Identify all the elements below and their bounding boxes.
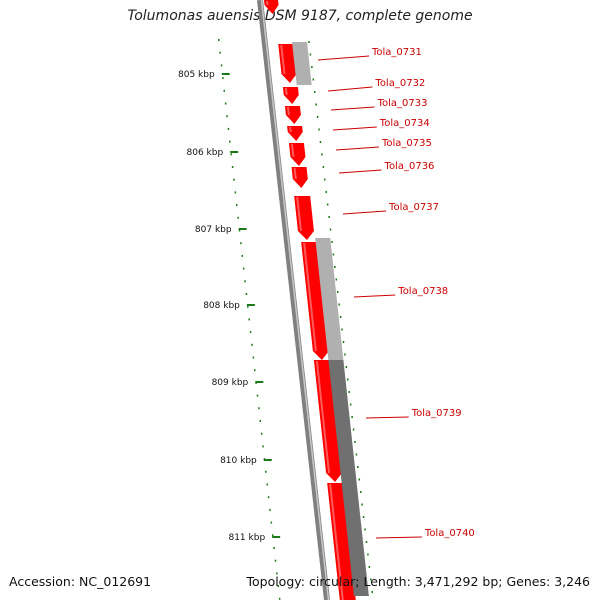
gene-arrow-shine <box>329 483 344 600</box>
gene-arrow-shine <box>315 360 331 474</box>
backbone-line <box>257 0 330 600</box>
gene-arrow <box>294 196 314 240</box>
accession-label: Accession: <box>9 574 76 589</box>
gene-label-leader <box>327 86 373 92</box>
gene-arrow-shine <box>290 143 295 158</box>
gene-arrow-top-shine <box>266 0 269 6</box>
gene-bar-dark <box>328 360 369 596</box>
gene-arrow-shine <box>293 167 297 180</box>
gene-label: Tola_0736 <box>384 161 435 172</box>
major-ticks: 805 kbp 806 kbp 807 kbp 808 kbp 809 kbp 810 k… <box>178 70 281 543</box>
gene-arrow <box>282 87 299 104</box>
accession-value: NC_012691 <box>79 574 152 589</box>
genome-backbone <box>257 0 330 600</box>
gene-arrow-shine <box>284 87 288 96</box>
gene-arrow <box>287 126 303 141</box>
gene-labels: Tola_0731 Tola_0732 Tola_0733 Tola_0734 Tola… <box>317 47 475 539</box>
gene-label-leader <box>342 210 387 215</box>
accession-info: Accession: NC_012691 <box>9 574 151 589</box>
gene-arrow <box>291 167 308 188</box>
gene-arrow <box>313 360 343 482</box>
gene-arrow-shine <box>303 242 317 352</box>
gene-bar-gray <box>292 42 312 85</box>
gene-label: Tola_0733 <box>377 98 428 109</box>
genome-stats: Topology: circular; Length: 3,471,292 bp; Ge… <box>246 574 590 589</box>
gene-label-leader <box>332 126 377 131</box>
gene-arrow <box>327 483 356 600</box>
tick-label: 806 kbp <box>187 148 224 158</box>
gene-label-leader <box>330 106 375 111</box>
gene-bar-gray <box>315 238 344 360</box>
tick-label: 809 kbp <box>212 378 249 388</box>
genes-value: 3,246 <box>554 574 590 589</box>
gene-label: Tola_0738 <box>397 286 448 297</box>
gene-label: Tola_0735 <box>381 138 432 149</box>
topology-value: circular <box>308 574 356 589</box>
genome-title: Tolumonas auensis DSM 9187, complete gen… <box>127 8 473 24</box>
gene-label: Tola_0734 <box>379 118 430 129</box>
minor-ticks <box>218 39 373 600</box>
gene-arrow-shine <box>286 106 290 116</box>
gene-arrow-shine <box>280 44 286 75</box>
tick-label: 807 kbp <box>195 225 232 235</box>
gene-features <box>264 0 369 600</box>
gene-arrow-top <box>264 0 279 14</box>
length-value: 3,471,292 bp <box>414 574 499 589</box>
tick-label: 808 kbp <box>203 301 240 311</box>
tick-label: 810 kbp <box>220 456 257 466</box>
gene-label: Tola_0731 <box>371 47 422 58</box>
gene-arrow <box>288 143 306 166</box>
gene-arrow <box>278 44 297 83</box>
length-label: Length: <box>363 574 411 589</box>
genes-label: Genes: <box>506 574 551 589</box>
gene-arrow <box>284 106 301 124</box>
gene-arrow <box>301 242 329 360</box>
gene-label-leader <box>353 294 396 298</box>
tick-label: 811 kbp <box>228 533 265 543</box>
backbone-highlight <box>260 0 330 600</box>
gene-label-leader <box>365 416 409 419</box>
gene-label-leader <box>335 146 380 151</box>
gene-label: Tola_0739 <box>411 408 462 419</box>
gene-label: Tola_0737 <box>388 202 439 213</box>
gene-label-leader <box>375 536 422 539</box>
gene-label-leader <box>338 169 382 174</box>
gene-arrow-shine <box>296 196 302 232</box>
topology-label: Topology: <box>246 574 305 589</box>
gene-label: Tola_0732 <box>374 78 425 89</box>
gene-label: Tola_0740 <box>424 528 475 539</box>
tick-label: 805 kbp <box>178 70 215 80</box>
gene-arrow-shine <box>289 126 292 133</box>
gene-label-leader <box>317 55 370 61</box>
